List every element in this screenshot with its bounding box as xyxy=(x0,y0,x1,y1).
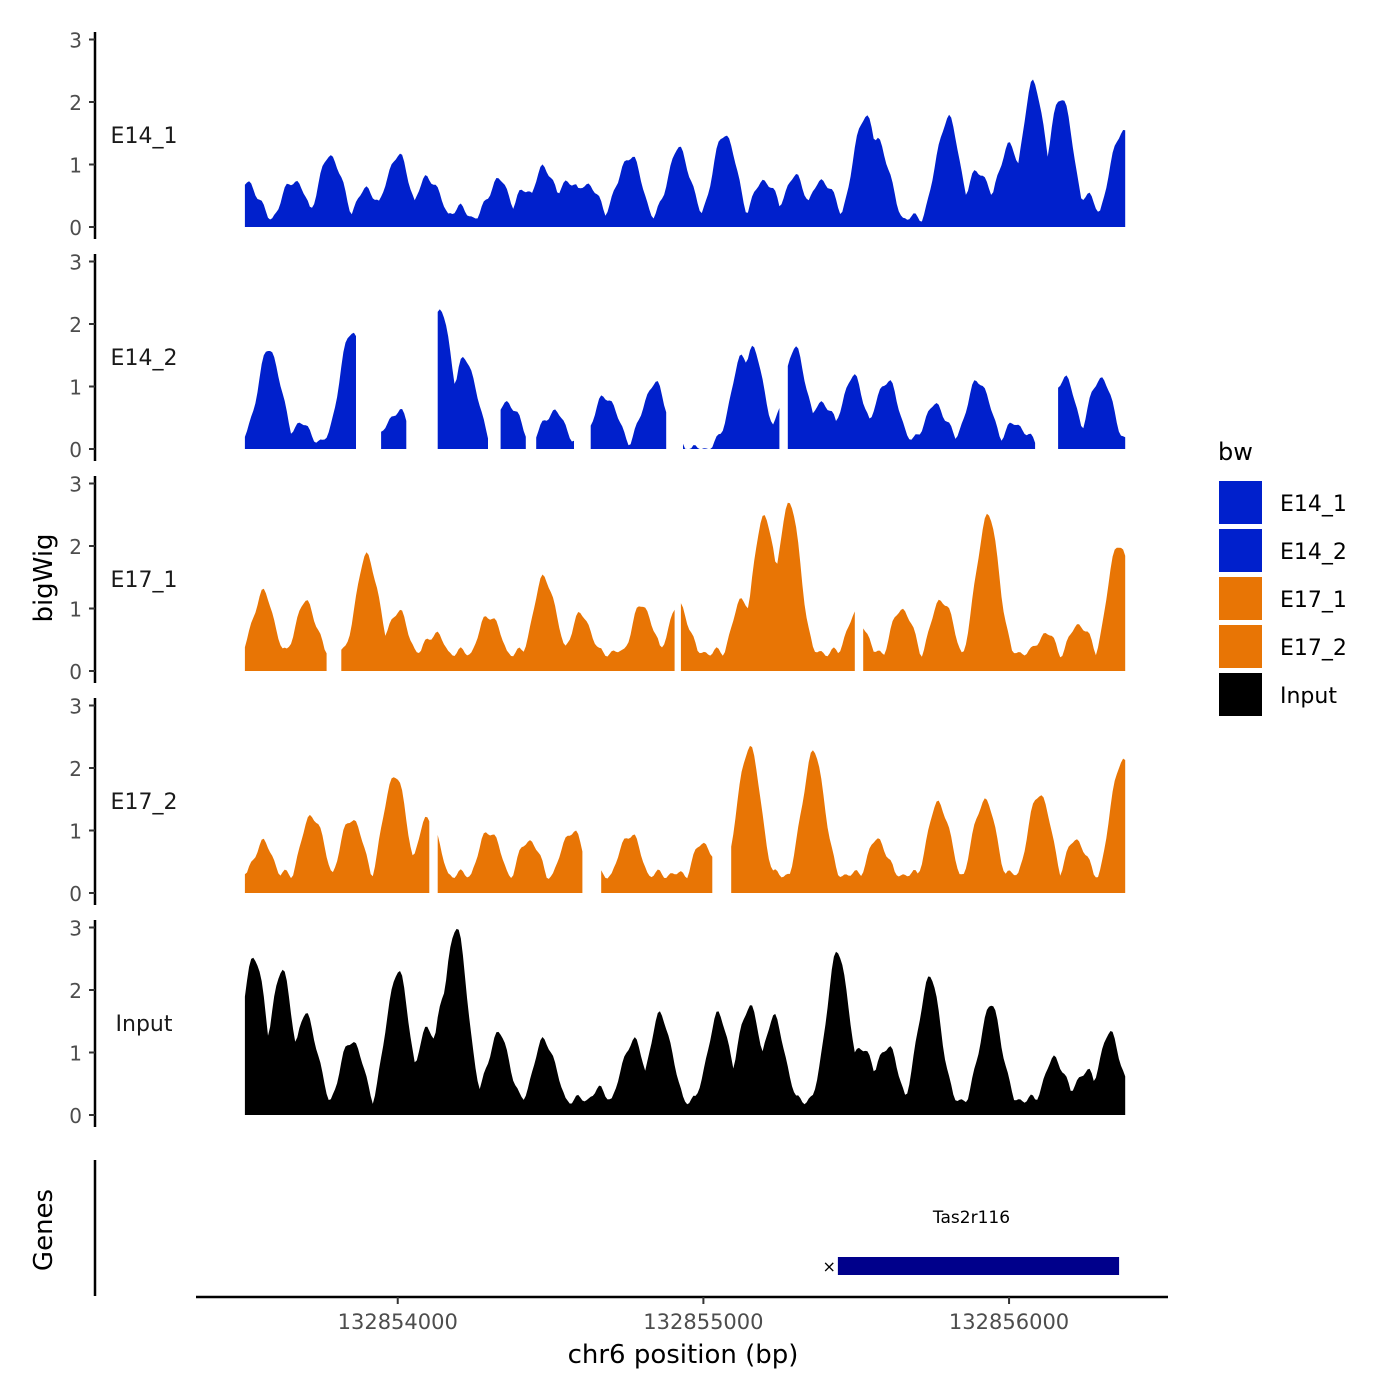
y-tick-label: 1 xyxy=(69,820,82,844)
y-tick-label: 1 xyxy=(69,154,82,178)
y-tick-label: 2 xyxy=(69,979,82,1003)
track-panels: 0 1 2 3 E14_1 0 1 2 3 E14_2 0 1 2 3 E17_1 0 1 2 3 E17_2 0 1 2 3… xyxy=(69,29,1126,1128)
y-tick-label: 3 xyxy=(69,473,82,497)
y-tick-label: 3 xyxy=(69,29,82,53)
x-axis: 132854000 132855000 132856000 xyxy=(196,1295,1168,1334)
coverage-area xyxy=(536,409,574,449)
track-label: E14_1 xyxy=(111,124,178,149)
x-tick-label: 132854000 xyxy=(338,1310,458,1334)
y-tick-label: 2 xyxy=(69,313,82,337)
legend-label: E14_1 xyxy=(1280,492,1347,517)
gene-label: Tas2r116 xyxy=(932,1208,1010,1228)
coverage-area xyxy=(437,309,488,449)
legend-label: E14_2 xyxy=(1280,540,1347,565)
y-tick-label: 1 xyxy=(69,598,82,622)
y-tick-label: 0 xyxy=(69,438,82,462)
coverage-area xyxy=(244,777,430,893)
legend: bw E14_1 E14_2 E17_1 E17_2 Input xyxy=(1217,438,1347,718)
coverage-area xyxy=(863,513,1126,671)
coverage-area xyxy=(601,834,713,893)
legend-key xyxy=(1217,479,1264,526)
legend-label: Input xyxy=(1280,684,1337,709)
coverage-area xyxy=(683,345,780,449)
track-label: E17_2 xyxy=(111,790,178,815)
coverage-area xyxy=(590,381,667,449)
track-panel-e14-2: 0 1 2 3 E14_2 xyxy=(69,251,1126,462)
legend-label: E17_1 xyxy=(1280,588,1347,613)
x-tick-label: 132855000 xyxy=(643,1310,763,1334)
coverage-area xyxy=(1058,375,1126,449)
gene-body xyxy=(837,1257,1120,1275)
y-tick-label: 3 xyxy=(69,695,82,719)
legend-key xyxy=(1217,623,1264,670)
y-tick-label: 1 xyxy=(69,376,82,400)
gene-panel: × Tas2r116 xyxy=(93,1160,1120,1296)
legend-key xyxy=(1217,671,1264,718)
coverage-area xyxy=(244,332,356,449)
y-tick-label: 2 xyxy=(69,91,82,115)
coverage-area xyxy=(731,745,1126,893)
y-tick-label: 2 xyxy=(69,535,82,559)
y-axis-title: bigWig xyxy=(29,533,59,622)
coverage-area xyxy=(341,552,675,671)
gene-strand-marker: × xyxy=(822,1257,835,1276)
y-tick-label: 2 xyxy=(69,757,82,781)
x-tick-label: 132856000 xyxy=(949,1310,1069,1334)
coverage-area xyxy=(500,401,526,449)
coverage-area xyxy=(680,502,855,671)
legend-title: bw xyxy=(1218,438,1253,466)
coverage-area xyxy=(244,928,1126,1115)
gene-panel-title: Genes xyxy=(29,1189,59,1271)
track-panel-input: 0 1 2 3 Input xyxy=(69,917,1126,1128)
y-tick-label: 0 xyxy=(69,1104,82,1128)
track-label: E17_1 xyxy=(111,568,178,593)
coverage-area xyxy=(244,588,327,671)
y-tick-label: 0 xyxy=(69,882,82,906)
y-tick-label: 0 xyxy=(69,660,82,684)
legend-label: E17_2 xyxy=(1280,636,1347,661)
y-tick-label: 3 xyxy=(69,251,82,275)
legend-key xyxy=(1217,527,1264,574)
track-panel-e14-1: 0 1 2 3 E14_1 xyxy=(69,29,1126,240)
coverage-area xyxy=(787,346,1036,449)
track-panel-e17-1: 0 1 2 3 E17_1 xyxy=(69,473,1126,684)
y-tick-label: 3 xyxy=(69,917,82,941)
y-tick-label: 0 xyxy=(69,216,82,240)
legend-key xyxy=(1217,575,1264,622)
track-label: Input xyxy=(116,1012,173,1037)
track-panel-e17-2: 0 1 2 3 E17_2 xyxy=(69,695,1126,906)
track-label: E14_2 xyxy=(111,346,178,371)
y-tick-label: 1 xyxy=(69,1042,82,1066)
x-axis-title: chr6 position (bp) xyxy=(568,1340,799,1370)
coverage-area xyxy=(381,409,407,449)
coverage-area xyxy=(437,830,583,893)
coverage-area xyxy=(244,79,1126,227)
